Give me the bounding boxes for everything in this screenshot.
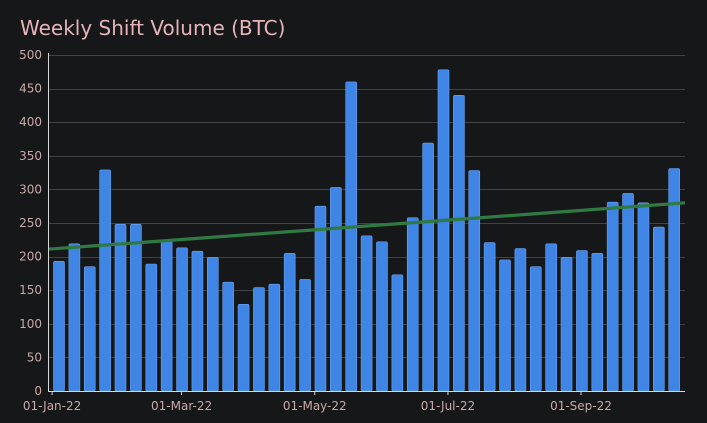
y-tick-label-400: 400 xyxy=(19,115,42,129)
axes xyxy=(48,53,685,392)
bar-12 xyxy=(237,304,250,392)
bar-series xyxy=(53,69,681,392)
bar-38 xyxy=(637,202,650,392)
bar-23 xyxy=(406,217,419,392)
bar-16 xyxy=(299,279,311,392)
bar-6 xyxy=(145,263,158,392)
bar-1 xyxy=(68,243,81,392)
y-axis-ticks: 0 50 100 150 200 250 300 350 400 450 500 xyxy=(19,48,42,398)
bar-27 xyxy=(468,170,481,392)
bar-15 xyxy=(283,252,296,392)
x-axis-ticks: 01-Jan-22 01-Mar-22 01-May-22 01-Jul-22 01-S… xyxy=(23,391,612,413)
bar-24 xyxy=(422,142,434,392)
x-tick-label-1: 01-Mar-22 xyxy=(151,399,212,413)
bar-2 xyxy=(83,266,96,392)
bar-22 xyxy=(391,274,404,392)
x-tick-label-2: 01-May-22 xyxy=(283,399,347,413)
y-tick-label-50: 50 xyxy=(27,350,42,364)
x-tick-label-3: 01-Jul-22 xyxy=(421,399,475,413)
bar-33 xyxy=(560,256,573,392)
bar-14 xyxy=(268,283,281,392)
bar-4 xyxy=(114,224,127,392)
bar-25 xyxy=(437,69,450,392)
bar-29 xyxy=(499,259,511,392)
bar-13 xyxy=(253,287,265,392)
trend-line xyxy=(47,201,686,251)
bar-5 xyxy=(130,224,142,392)
y-tick-label-500: 500 xyxy=(19,48,42,62)
bar-26 xyxy=(453,95,465,392)
y-tick-label-450: 450 xyxy=(19,82,42,96)
y-tick-label-0: 0 xyxy=(34,384,42,398)
bar-18 xyxy=(330,187,342,392)
bar-31 xyxy=(529,266,542,392)
bar-28 xyxy=(483,242,496,392)
y-tick-label-300: 300 xyxy=(19,182,42,196)
bar-37 xyxy=(622,193,634,392)
bar-34 xyxy=(576,250,588,392)
bar-36 xyxy=(606,201,619,392)
bar-10 xyxy=(207,256,219,392)
bar-35 xyxy=(591,252,604,392)
bar-7 xyxy=(160,239,173,392)
bar-8 xyxy=(176,247,188,392)
y-tick-label-350: 350 xyxy=(19,149,42,163)
trend-series xyxy=(47,201,686,251)
bar-9 xyxy=(191,250,204,392)
chart-title: Weekly Shift Volume (BTC) xyxy=(20,16,286,40)
bar-30 xyxy=(514,248,527,392)
bar-39 xyxy=(653,226,665,392)
bar-3 xyxy=(99,169,111,392)
bar-0 xyxy=(53,260,65,392)
bar-21 xyxy=(376,241,388,392)
y-tick-label-100: 100 xyxy=(19,317,42,331)
x-tick-label-0: 01-Jan-22 xyxy=(23,399,81,413)
bar-17 xyxy=(314,205,327,392)
y-tick-label-250: 250 xyxy=(19,216,42,230)
y-tick-label-150: 150 xyxy=(19,283,42,297)
bar-32 xyxy=(545,243,557,392)
bar-20 xyxy=(360,235,373,392)
x-tick-label-4: 01-Sep-22 xyxy=(550,399,612,413)
y-tick-label-200: 200 xyxy=(19,250,42,264)
bar-11 xyxy=(222,281,234,392)
bar-19 xyxy=(345,81,358,392)
